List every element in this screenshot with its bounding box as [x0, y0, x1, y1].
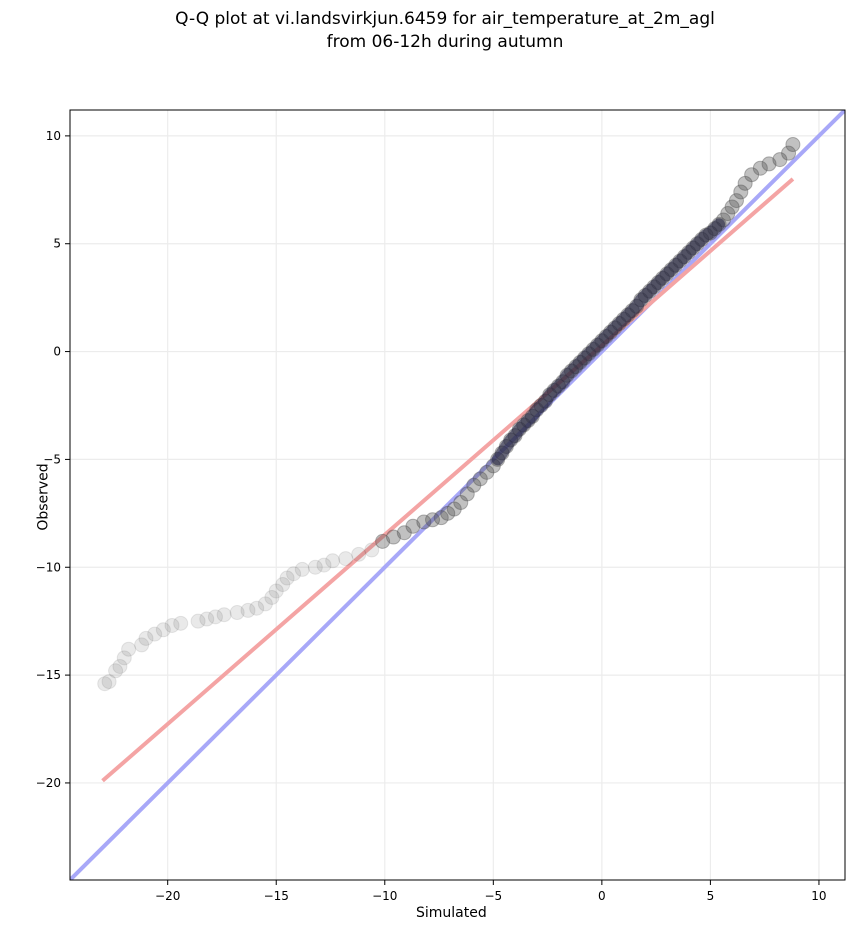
y-tick-label: −5 — [43, 452, 61, 466]
x-axis-label: Simulated — [416, 905, 487, 921]
data-point — [116, 650, 132, 666]
data-point — [249, 600, 265, 616]
data-point — [440, 505, 456, 521]
data-point — [351, 546, 367, 562]
chart-subtitle: from 06-12h during autumn — [326, 32, 564, 52]
data-point — [724, 199, 740, 215]
data-point — [761, 156, 777, 172]
y-tick-label: 5 — [53, 237, 61, 251]
data-point — [286, 566, 302, 582]
chart-title: Q-Q plot at vi.landsvirkjun.6459 for air… — [175, 9, 715, 29]
data-point — [405, 518, 421, 534]
identity-reference-line — [70, 110, 845, 880]
data-point — [479, 464, 495, 480]
data-point — [338, 551, 354, 567]
data-point — [720, 206, 736, 222]
data-point — [257, 596, 273, 612]
data-point — [472, 471, 488, 487]
data-point — [446, 501, 462, 517]
data-point — [108, 663, 124, 679]
data-point — [375, 533, 391, 549]
data-point — [97, 676, 113, 692]
x-tick-label: −20 — [155, 889, 180, 903]
data-point — [466, 477, 482, 493]
data-point — [737, 175, 753, 191]
data-point — [207, 609, 223, 625]
plot-frame — [69, 109, 846, 881]
data-point — [385, 529, 401, 545]
data-point — [155, 622, 171, 638]
fit-reference-line — [101, 177, 795, 783]
x-tick-label: 10 — [811, 889, 826, 903]
data-point — [164, 617, 180, 633]
x-tick-label: 5 — [707, 889, 715, 903]
data-point — [416, 514, 432, 530]
data-point — [364, 542, 380, 558]
data-point — [772, 152, 788, 168]
data-point — [134, 637, 150, 653]
data-point — [396, 525, 412, 541]
plot-area — [70, 110, 845, 880]
data-point — [264, 589, 280, 605]
y-axis-label: Observed — [35, 463, 52, 531]
y-tick-label: 10 — [46, 129, 61, 143]
data-point — [325, 553, 341, 569]
y-tick-label: −20 — [36, 776, 61, 790]
data-point — [229, 605, 245, 621]
data-point — [425, 512, 441, 528]
data-point — [316, 557, 332, 573]
data-point — [173, 615, 189, 631]
data-point — [216, 607, 232, 623]
data-point — [728, 193, 744, 209]
data-point — [453, 495, 469, 511]
data-point — [744, 167, 760, 183]
data-point — [785, 137, 801, 153]
data-point — [101, 674, 117, 690]
data-point — [752, 160, 768, 176]
data-point — [294, 561, 310, 577]
data-point — [781, 145, 797, 161]
x-tick-label: −10 — [372, 889, 397, 903]
dense-point-band — [491, 218, 726, 466]
x-tick-label: −5 — [484, 889, 502, 903]
data-point — [138, 630, 154, 646]
data-point — [733, 184, 749, 200]
y-tick-label: 0 — [53, 345, 61, 359]
x-tick-label: 0 — [598, 889, 606, 903]
y-tick-label: −10 — [36, 560, 61, 574]
data-point — [268, 583, 284, 599]
data-point — [190, 613, 206, 629]
data-point — [121, 641, 137, 657]
x-tick-label: −15 — [264, 889, 289, 903]
data-point — [240, 602, 256, 618]
data-point — [307, 559, 323, 575]
data-point — [275, 577, 291, 593]
y-tick-label: −15 — [36, 668, 61, 682]
data-point — [459, 486, 475, 502]
data-point — [433, 510, 449, 526]
data-point — [279, 570, 295, 586]
data-point — [147, 626, 163, 642]
data-point — [199, 611, 215, 627]
data-point — [112, 658, 128, 674]
